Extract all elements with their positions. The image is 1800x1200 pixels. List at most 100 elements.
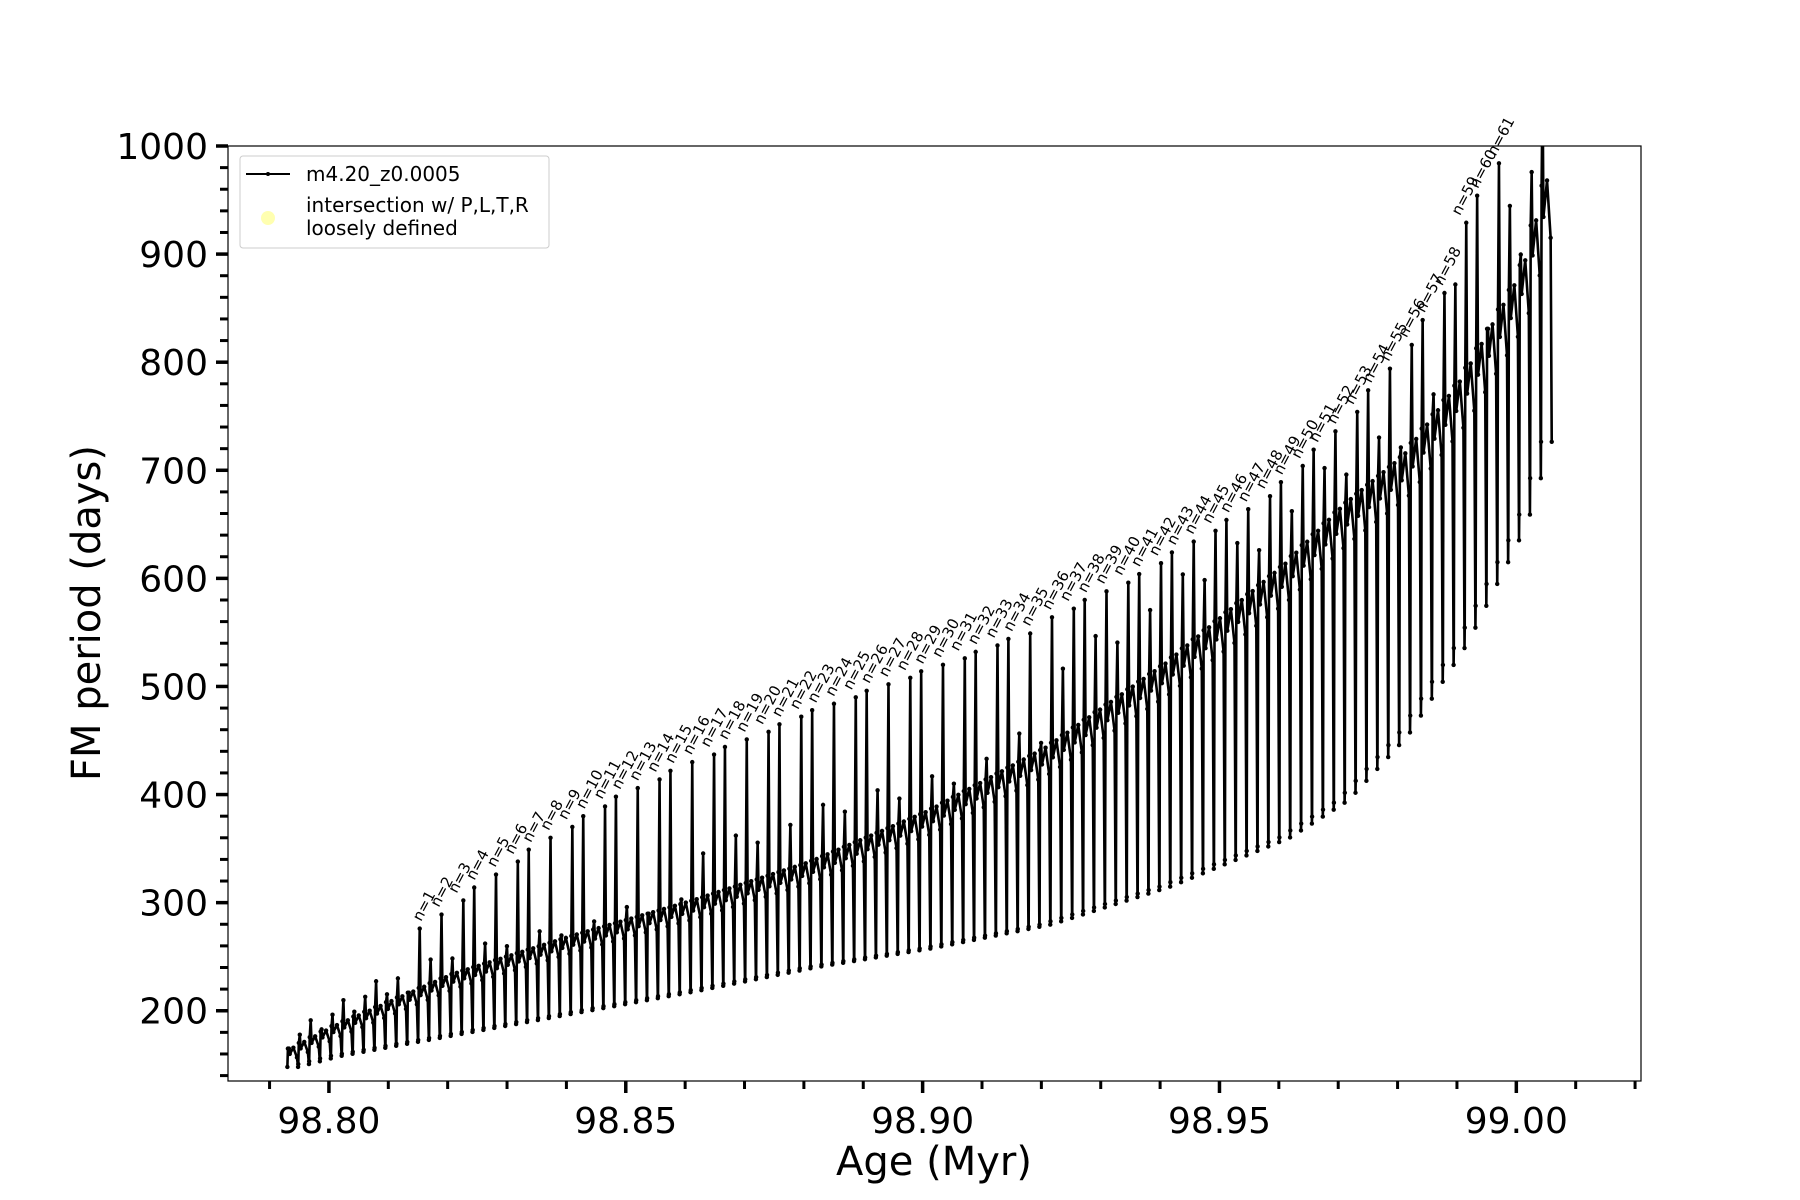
series-point bbox=[841, 958, 846, 964]
series-point bbox=[308, 1018, 313, 1023]
series-point bbox=[476, 963, 481, 968]
series-point bbox=[319, 1027, 324, 1032]
series-point bbox=[547, 940, 552, 945]
series-point bbox=[549, 949, 554, 954]
series-point bbox=[374, 1011, 380, 1016]
series-point bbox=[1080, 912, 1086, 917]
series-point bbox=[471, 964, 476, 970]
series-point bbox=[1370, 478, 1375, 484]
series-point bbox=[512, 967, 518, 973]
series-point bbox=[545, 958, 550, 963]
series-point bbox=[699, 895, 705, 900]
series-point bbox=[1464, 220, 1469, 225]
series-point bbox=[538, 952, 543, 957]
series-point bbox=[1475, 372, 1481, 377]
series-point bbox=[612, 1001, 617, 1007]
series-point bbox=[1322, 465, 1327, 471]
series-point bbox=[1178, 880, 1184, 885]
series-point bbox=[1310, 532, 1315, 537]
series-point bbox=[1395, 502, 1401, 508]
series-point bbox=[1188, 675, 1194, 680]
series-point bbox=[894, 845, 899, 851]
series-point bbox=[465, 967, 470, 972]
series-point bbox=[437, 1033, 443, 1039]
series-point bbox=[447, 988, 452, 994]
series-point bbox=[305, 1049, 311, 1055]
series-point bbox=[1190, 871, 1195, 876]
series-point bbox=[711, 752, 717, 757]
series-point bbox=[883, 850, 888, 855]
series-point bbox=[1102, 905, 1107, 910]
series-point bbox=[1152, 669, 1157, 674]
series-point bbox=[890, 824, 896, 829]
series-point bbox=[635, 785, 640, 791]
series-point bbox=[929, 774, 935, 779]
y-tick-label: 300 bbox=[139, 884, 208, 925]
series-point bbox=[1061, 747, 1066, 753]
series-point bbox=[721, 981, 726, 986]
series-point bbox=[1211, 866, 1216, 872]
series-point bbox=[753, 974, 759, 980]
series-point bbox=[1246, 506, 1251, 512]
series-point bbox=[1330, 556, 1335, 561]
x-tick-label: 98.90 bbox=[871, 1101, 974, 1142]
series-point bbox=[655, 994, 661, 999]
series-point bbox=[741, 901, 747, 906]
series-point bbox=[1224, 517, 1229, 523]
series-point bbox=[901, 819, 907, 824]
series-point bbox=[1320, 814, 1326, 819]
series-point bbox=[1267, 494, 1273, 499]
series-point bbox=[1505, 559, 1511, 565]
series-point bbox=[777, 722, 782, 727]
series-point bbox=[291, 1045, 296, 1050]
y-tick-label: 800 bbox=[139, 343, 208, 384]
series-point bbox=[1457, 379, 1463, 384]
series-point bbox=[862, 955, 868, 960]
series-point bbox=[1312, 552, 1317, 558]
series-point bbox=[1517, 512, 1522, 517]
series-point bbox=[1299, 542, 1304, 548]
series-point bbox=[1246, 610, 1252, 616]
x-tick-label: 98.80 bbox=[277, 1101, 380, 1142]
series-point bbox=[1452, 383, 1457, 388]
series-point bbox=[1125, 687, 1130, 692]
series-point bbox=[323, 1028, 329, 1033]
series-point bbox=[536, 944, 541, 949]
series-point bbox=[394, 1041, 399, 1047]
series-point bbox=[632, 933, 638, 938]
series-point bbox=[1195, 634, 1201, 639]
series-point bbox=[854, 851, 859, 856]
series-point bbox=[716, 889, 721, 895]
series-point bbox=[334, 1022, 340, 1028]
series-point bbox=[341, 997, 346, 1003]
series-point bbox=[898, 833, 903, 838]
series-point bbox=[1206, 625, 1212, 630]
series-point bbox=[316, 1044, 321, 1049]
series-point bbox=[1506, 538, 1511, 543]
series-point bbox=[1245, 591, 1250, 597]
series-point bbox=[618, 919, 623, 924]
series-point bbox=[872, 854, 877, 860]
series-point bbox=[680, 911, 685, 917]
series-point bbox=[1076, 722, 1081, 728]
series-point bbox=[492, 957, 498, 963]
series-point bbox=[1037, 747, 1043, 753]
series-point bbox=[916, 837, 921, 842]
series-point bbox=[923, 809, 928, 815]
series-point bbox=[418, 992, 423, 998]
series-point bbox=[977, 780, 983, 786]
series-point bbox=[372, 1004, 378, 1010]
series-point bbox=[1199, 666, 1204, 671]
series-point bbox=[984, 756, 989, 762]
series-point bbox=[1309, 814, 1315, 819]
series-point bbox=[1289, 508, 1295, 514]
series-point bbox=[1495, 559, 1500, 565]
legend-entry-intersection: intersection w/ P,L,T,R loosely defined bbox=[306, 193, 529, 240]
series-point bbox=[602, 804, 608, 809]
series-point bbox=[461, 898, 466, 903]
series-point bbox=[1409, 342, 1414, 348]
series-point bbox=[483, 969, 489, 974]
series-point bbox=[879, 828, 885, 834]
series-point bbox=[349, 1029, 354, 1034]
series-point bbox=[852, 957, 857, 962]
